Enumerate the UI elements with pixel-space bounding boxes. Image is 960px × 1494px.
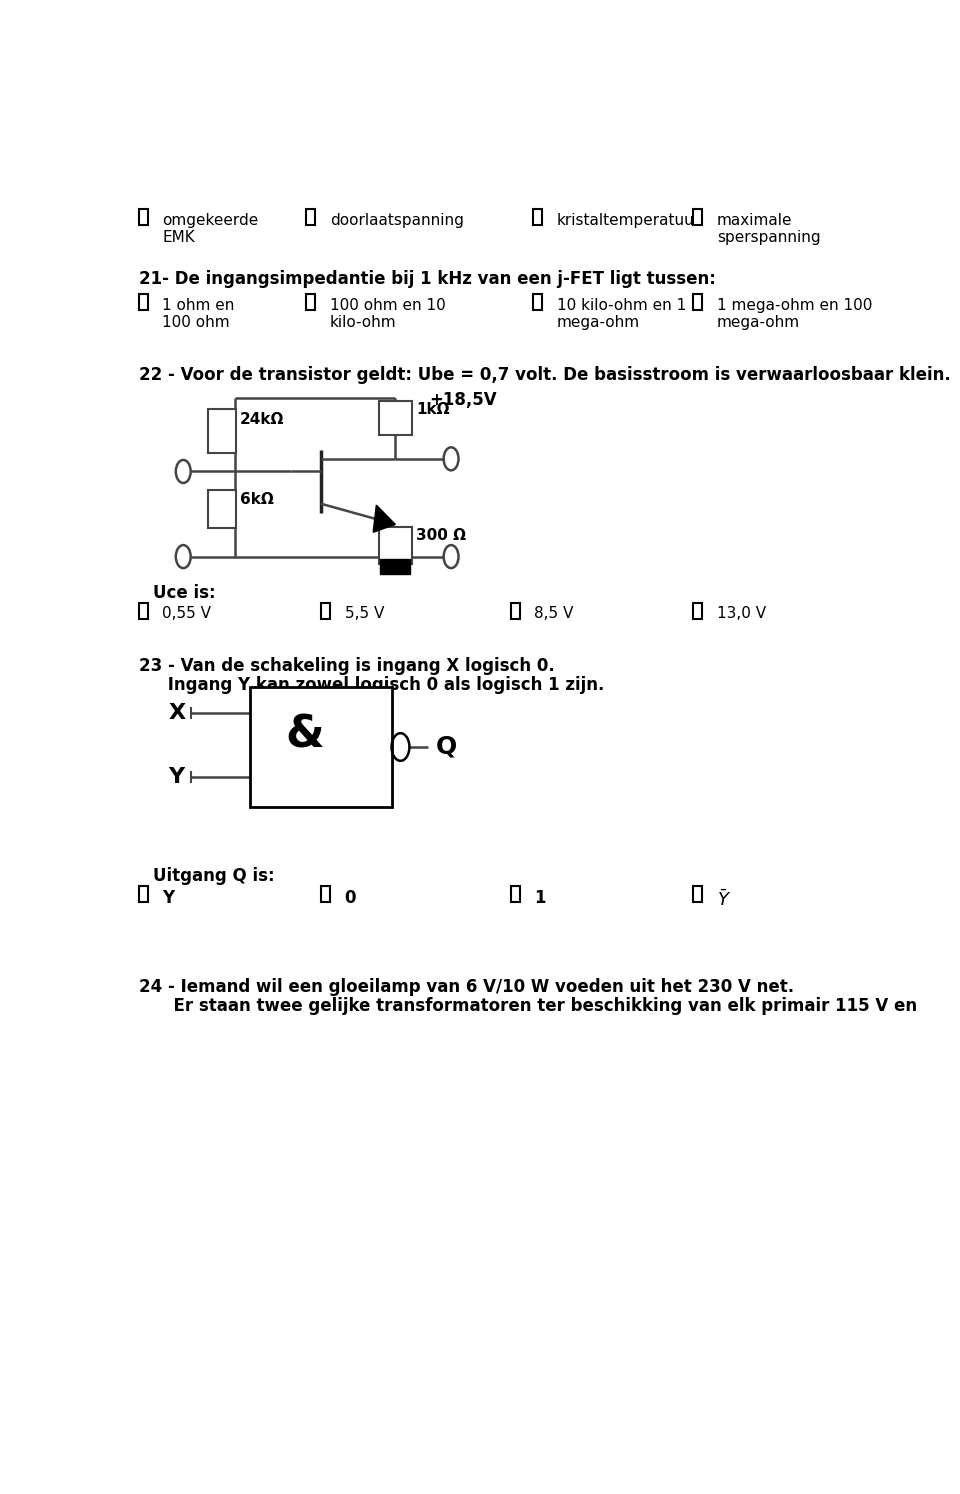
Text: 0,55 V: 0,55 V (162, 607, 211, 622)
Bar (207, 490, 236, 527)
Bar (138, 209, 148, 226)
Text: +18,5V: +18,5V (429, 391, 496, 409)
Text: Y: Y (162, 889, 175, 907)
Text: 22 - Voor de transistor geldt: Ube = 0,7 volt. De basisstroom is verwaarloosbaar: 22 - Voor de transistor geldt: Ube = 0,7… (138, 366, 950, 384)
Text: omgekeerde
EMK: omgekeerde EMK (162, 212, 258, 245)
Bar (693, 602, 702, 619)
Text: 10 kilo-ohm en 1
mega-ohm: 10 kilo-ohm en 1 mega-ohm (557, 297, 686, 330)
Text: Er staan twee gelijke transformatoren ter beschikking van elk primair 115 V en: Er staan twee gelijke transformatoren te… (138, 996, 917, 1016)
Bar (306, 294, 315, 311)
Text: 1kΩ: 1kΩ (416, 402, 449, 417)
Polygon shape (373, 505, 396, 532)
Text: 24kΩ: 24kΩ (240, 412, 284, 427)
Text: 1: 1 (535, 889, 546, 907)
Text: Q: Q (436, 735, 457, 759)
Bar (138, 294, 148, 311)
Bar (379, 527, 412, 563)
Bar (533, 294, 542, 311)
Text: $\bar{Y}$: $\bar{Y}$ (717, 889, 731, 910)
Bar (251, 687, 392, 807)
Bar (693, 886, 702, 902)
Bar (693, 209, 702, 226)
Bar (321, 886, 330, 902)
Bar (693, 294, 702, 311)
Text: 1 mega-ohm en 100
mega-ohm: 1 mega-ohm en 100 mega-ohm (717, 297, 872, 330)
Text: Uce is:: Uce is: (154, 584, 216, 602)
Bar (138, 886, 148, 902)
Text: X: X (168, 704, 185, 723)
Text: 6kΩ: 6kΩ (240, 492, 274, 506)
Text: Y: Y (168, 768, 184, 787)
Text: 24 - Iemand wil een gloeilamp van 6 V/10 W voeden uit het 230 V net.: 24 - Iemand wil een gloeilamp van 6 V/10… (138, 977, 794, 995)
Bar (379, 402, 412, 435)
Text: 23 - Van de schakeling is ingang X logisch 0.: 23 - Van de schakeling is ingang X logis… (138, 657, 554, 675)
Bar (321, 602, 330, 619)
Text: 21- De ingangsimpedantie bij 1 kHz van een j-FET ligt tussen:: 21- De ingangsimpedantie bij 1 kHz van e… (138, 270, 715, 288)
Bar (533, 209, 542, 226)
Text: &: & (285, 714, 324, 756)
Text: 300 Ω: 300 Ω (416, 527, 467, 542)
Text: 13,0 V: 13,0 V (717, 607, 766, 622)
Text: kristaltemperatuur: kristaltemperatuur (557, 212, 701, 227)
Text: 5,5 V: 5,5 V (345, 607, 384, 622)
Bar (380, 559, 410, 574)
Text: doorlaatspanning: doorlaatspanning (330, 212, 464, 227)
Text: 0: 0 (345, 889, 356, 907)
Text: 1 ohm en
100 ohm: 1 ohm en 100 ohm (162, 297, 235, 330)
Bar (207, 409, 236, 453)
Text: Ingang Y kan zowel logisch 0 als logisch 1 zijn.: Ingang Y kan zowel logisch 0 als logisch… (138, 677, 604, 695)
Bar (306, 209, 315, 226)
Bar (511, 886, 519, 902)
Bar (511, 602, 519, 619)
Text: Uitgang Q is:: Uitgang Q is: (154, 867, 276, 886)
Text: 100 ohm en 10
kilo-ohm: 100 ohm en 10 kilo-ohm (330, 297, 445, 330)
Bar (138, 602, 148, 619)
Text: maximale
sperspanning: maximale sperspanning (717, 212, 820, 245)
Text: 8,5 V: 8,5 V (535, 607, 574, 622)
